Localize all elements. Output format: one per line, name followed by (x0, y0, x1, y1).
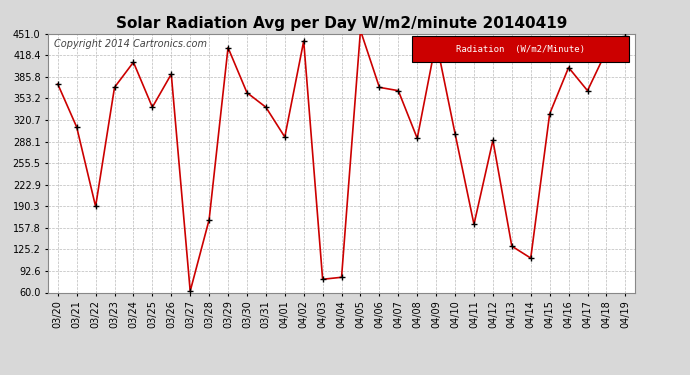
Text: Copyright 2014 Cartronics.com: Copyright 2014 Cartronics.com (55, 39, 207, 49)
Title: Solar Radiation Avg per Day W/m2/minute 20140419: Solar Radiation Avg per Day W/m2/minute … (116, 16, 567, 31)
FancyBboxPatch shape (412, 36, 629, 62)
Text: Radiation  (W/m2/Minute): Radiation (W/m2/Minute) (456, 45, 585, 54)
